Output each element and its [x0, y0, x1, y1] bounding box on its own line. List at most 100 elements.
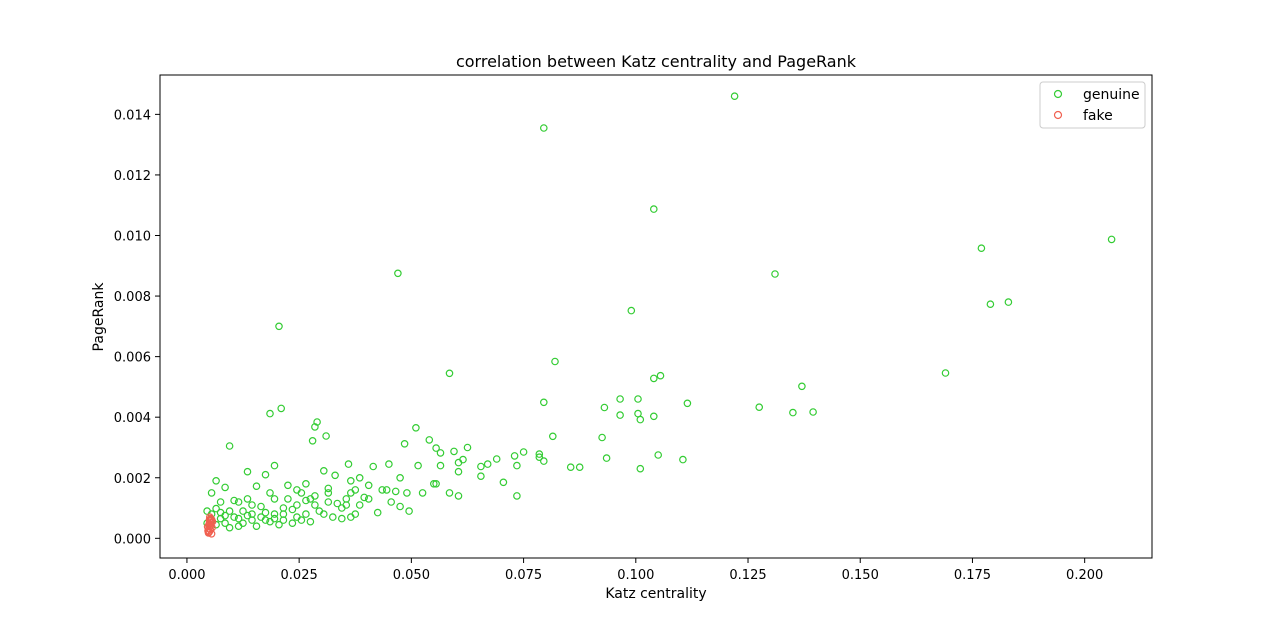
data-point-genuine — [649, 412, 658, 421]
data-point-genuine — [234, 514, 243, 523]
x-tick-label: 0.175 — [954, 568, 991, 583]
data-point-genuine — [616, 411, 624, 419]
data-point-genuine — [432, 479, 440, 488]
data-point-genuine — [445, 369, 454, 378]
data-point-genuine — [324, 489, 333, 497]
data-point-genuine — [293, 513, 301, 521]
data-point-genuine — [221, 511, 229, 520]
data-point-genuine — [396, 502, 404, 511]
data-point-genuine — [216, 498, 225, 506]
data-point-genuine — [436, 449, 445, 457]
data-point-genuine — [394, 269, 402, 278]
data-point-genuine — [257, 502, 265, 511]
y-tick-label: 0.008 — [114, 290, 151, 305]
y-tick-label: 0.006 — [114, 351, 151, 366]
data-point-genuine — [477, 472, 485, 481]
data-point-genuine — [382, 486, 391, 494]
data-point-fake — [205, 516, 214, 524]
legend-marker-fake — [1053, 110, 1063, 120]
data-point-genuine — [302, 496, 310, 505]
data-point-genuine — [551, 357, 559, 366]
data-point-genuine — [602, 454, 611, 462]
data-point-genuine — [234, 498, 243, 506]
legend-label-genuine: genuine — [1083, 87, 1140, 103]
data-point-genuine — [351, 510, 360, 518]
data-point-genuine — [306, 517, 315, 526]
data-point-genuine — [270, 495, 279, 503]
x-tick-label: 0.075 — [505, 568, 542, 583]
y-axis-label: PageRank — [91, 282, 107, 352]
data-point-genuine — [261, 508, 270, 517]
data-point-genuine — [412, 423, 420, 432]
data-point-genuine — [270, 461, 279, 470]
data-point-genuine — [649, 205, 658, 213]
data-point-genuine — [566, 463, 575, 472]
data-point-genuine — [270, 514, 279, 523]
y-tick-label: 0.014 — [114, 108, 151, 123]
data-point-genuine — [355, 501, 364, 509]
data-points — [203, 92, 1116, 538]
data-point-genuine — [499, 478, 508, 487]
data-point-genuine — [266, 409, 274, 418]
x-tick-label: 0.050 — [393, 568, 430, 583]
data-point-genuine — [306, 495, 315, 503]
series-genuine — [203, 92, 1116, 532]
data-point-genuine — [510, 452, 519, 460]
data-point-genuine — [454, 458, 463, 467]
data-point-genuine — [297, 489, 306, 497]
data-point-genuine — [279, 510, 288, 518]
y-tick-label: 0.004 — [114, 411, 151, 426]
data-point-genuine — [284, 495, 292, 503]
data-point-genuine — [400, 439, 409, 448]
data-point-genuine — [364, 481, 373, 490]
data-point-genuine — [252, 482, 261, 491]
data-point-genuine — [315, 507, 324, 515]
x-tick-label: 0.125 — [729, 568, 766, 583]
y-tick-label: 0.000 — [114, 532, 151, 547]
data-point-genuine — [450, 447, 458, 456]
x-tick-label: 0.025 — [281, 568, 318, 583]
data-point-genuine — [230, 496, 238, 505]
legend: genuine fake — [1039, 81, 1146, 129]
data-point-genuine — [360, 493, 369, 502]
data-point-genuine — [230, 513, 238, 521]
data-point-genuine — [535, 450, 544, 458]
data-point-genuine — [519, 448, 528, 456]
data-point-genuine — [337, 514, 346, 523]
data-point-genuine — [755, 403, 764, 412]
y-axis-ticks: 0.000 0.002 0.004 0.006 0.008 0.010 0.012 0.014 — [114, 108, 160, 547]
data-point-genuine — [396, 473, 404, 482]
data-point-genuine — [252, 522, 261, 531]
data-point-genuine — [575, 463, 584, 472]
x-tick-label: 0.200 — [1066, 568, 1103, 583]
data-point-genuine — [616, 395, 624, 403]
data-point-genuine — [261, 470, 270, 479]
data-point-genuine — [288, 519, 297, 528]
data-point-genuine — [405, 507, 413, 515]
data-point-fake — [203, 522, 212, 531]
data-point-genuine — [225, 507, 234, 515]
y-tick-label: 0.010 — [114, 229, 151, 244]
data-point-genuine — [373, 508, 382, 517]
data-point-genuine — [364, 495, 373, 503]
data-point-genuine — [385, 460, 393, 468]
data-point-genuine — [463, 443, 472, 452]
data-point-genuine — [798, 382, 806, 391]
data-point-genuine — [649, 374, 658, 383]
data-point-genuine — [548, 432, 557, 441]
data-point-genuine — [454, 467, 463, 476]
data-point-genuine — [656, 371, 665, 380]
data-point-genuine — [248, 510, 256, 518]
data-point-genuine — [225, 523, 234, 532]
data-point-genuine — [243, 467, 252, 476]
data-point-genuine — [600, 403, 609, 412]
data-point-genuine — [284, 481, 292, 490]
x-axis-label: Katz centrality — [605, 586, 706, 602]
data-point-genuine — [212, 476, 220, 485]
data-point-genuine — [333, 499, 342, 508]
data-point-genuine — [355, 473, 364, 482]
data-point-genuine — [308, 436, 317, 445]
data-point-genuine — [369, 462, 378, 471]
data-point-genuine — [539, 457, 548, 465]
data-point-genuine — [351, 486, 360, 494]
